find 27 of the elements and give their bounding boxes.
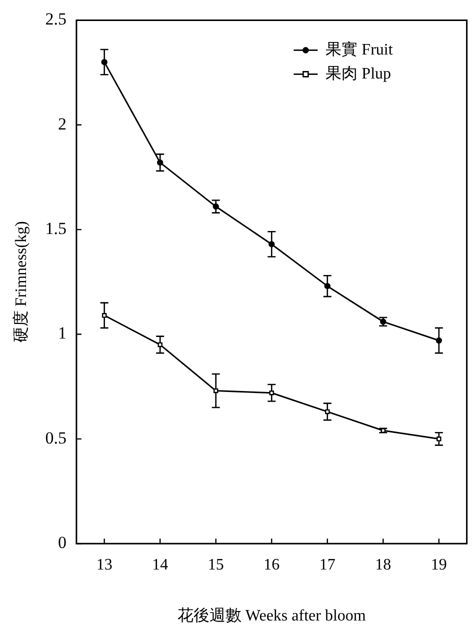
y-tick-label: 0.5 [45,428,66,448]
x-tick-label: 18 [375,556,392,574]
y-tick-label: 2 [58,114,66,134]
point [436,337,442,344]
x-tick-label: 15 [208,556,224,574]
point [101,58,108,66]
legend-label: 果肉 Plup [326,65,392,82]
x-tick-label: 16 [264,556,280,574]
point [325,409,330,414]
point [269,390,274,396]
point [268,241,275,248]
y-axis-title: 硬度 Frimness(kg) [12,221,30,343]
y-tick-label: 2.5 [45,10,66,29]
y-tick-label: 1.5 [45,219,66,238]
x-axis-title: 花後週數 Weeks after bloom [177,606,366,625]
point [213,388,218,394]
x-tick-label: 19 [430,556,447,574]
point [156,159,164,166]
point [102,313,107,318]
x-tick-label: 14 [152,556,168,574]
x-tick-label: 17 [319,556,336,574]
y-tick-label: 1 [58,324,66,343]
legend-label: 果實 Fruit [326,40,394,58]
point [158,342,162,348]
point [324,282,330,290]
x-tick-label: 13 [96,556,112,574]
y-tick-label: 0 [58,533,66,552]
